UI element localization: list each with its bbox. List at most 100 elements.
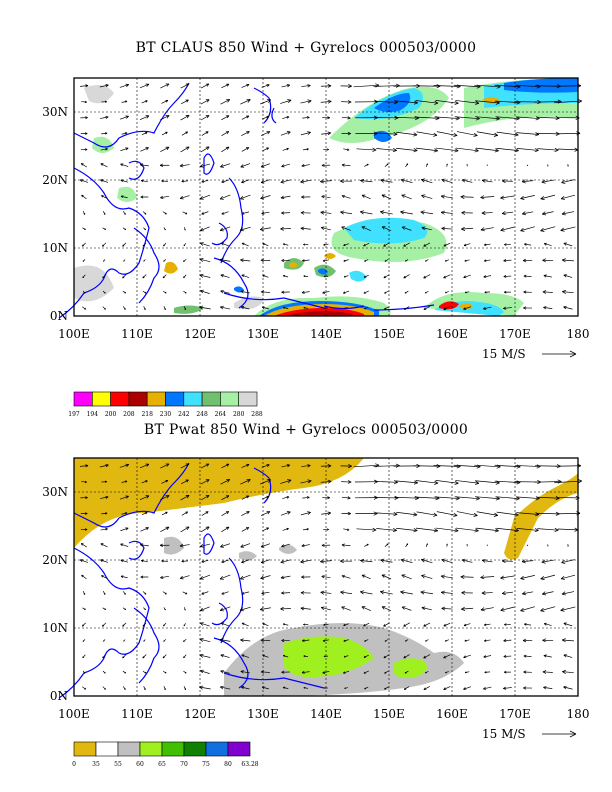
wind-vector [401, 226, 412, 231]
wind-vector-head [85, 464, 89, 468]
wind-vector-head [144, 228, 146, 231]
wind-vector-head [185, 592, 188, 595]
wind-vector-head [104, 307, 106, 310]
wind-vector [475, 147, 499, 152]
wind-vector [543, 655, 552, 658]
wind-vector-head [364, 687, 366, 690]
wind-vector-head [461, 558, 466, 563]
wind-vector-head [503, 686, 507, 690]
wind-vector [520, 606, 535, 612]
wind-vector-head [401, 606, 406, 610]
wind-vector [200, 606, 210, 611]
wind-vector-head [286, 147, 289, 151]
wind-vector [320, 211, 332, 214]
wind-vector-head [393, 100, 398, 105]
wind-vector [396, 511, 418, 516]
wind-vector [239, 226, 251, 231]
wind-vector [283, 655, 289, 658]
wind-vector [240, 543, 251, 548]
wind-vector-head [306, 496, 310, 499]
wind-vector-head [83, 672, 86, 674]
reference-vector-label: 15 M/S [482, 727, 526, 740]
wind-vector [81, 481, 87, 483]
legend-swatch [146, 391, 166, 407]
wind-vector-head [403, 655, 407, 659]
wind-vector [300, 559, 312, 563]
wind-vector-head [413, 148, 418, 153]
y-tick-label: 30N [42, 485, 68, 499]
wind-vector [562, 639, 574, 642]
wind-vector-head [320, 210, 325, 215]
wind-vector [482, 180, 493, 183]
wind-vector [454, 116, 480, 120]
wind-vector-head [327, 84, 332, 88]
wind-vector [524, 243, 532, 246]
wind-vector [554, 480, 582, 484]
legend-label: 80 [224, 761, 232, 768]
wind-vector [141, 480, 148, 484]
wind-vector [341, 496, 351, 499]
wind-vector [81, 194, 87, 200]
wind-vector-head [440, 574, 445, 579]
wind-vector [140, 164, 149, 167]
wind-vector-head [199, 227, 204, 232]
wind-vector [496, 527, 519, 531]
wind-vector-head [123, 640, 125, 642]
wind-vector-head [454, 148, 459, 153]
wind-vector [200, 526, 210, 533]
wind-vector-head [102, 640, 105, 642]
wind-vector [200, 463, 210, 469]
wind-vector [221, 83, 230, 89]
wind-vector [300, 480, 312, 484]
legend-label: 264 [215, 411, 227, 418]
wind-vector-head [300, 606, 305, 611]
wind-vector [383, 622, 390, 627]
wind-vector-head [380, 558, 385, 563]
wind-vector-head [125, 527, 129, 531]
wind-vector-head [484, 639, 487, 642]
x-tick-label: 130E [247, 327, 279, 341]
wind-vector-head [306, 528, 309, 531]
wind-vector-head [366, 543, 369, 546]
wind-vector [480, 227, 494, 231]
wind-vector [534, 101, 562, 103]
wind-vector [119, 464, 129, 468]
x-tick-label: 150E [373, 707, 405, 721]
wind-vector-head [324, 687, 326, 689]
wind-vector-head [241, 560, 245, 564]
wind-vector-head [306, 116, 310, 119]
wind-vector [463, 686, 472, 690]
wind-vector-head [302, 259, 305, 263]
wind-vector-head [281, 591, 285, 595]
wind-vector-head [102, 624, 105, 627]
wind-vector-head [219, 227, 224, 232]
wind-vector [441, 228, 453, 230]
wind-vector [455, 527, 479, 532]
wind-vector [455, 100, 479, 104]
wind-vector [356, 528, 377, 531]
wind-vector [240, 194, 251, 200]
wind-vector-head [165, 131, 168, 135]
wind-vector [340, 591, 353, 595]
wind-vector-head [433, 148, 438, 153]
wind-vector-head [281, 211, 285, 215]
wind-vector [480, 196, 495, 198]
wind-vector [260, 479, 271, 485]
wind-vector-head [266, 464, 270, 467]
wind-vector-head [303, 275, 306, 278]
wind-vector-head [481, 558, 486, 563]
wind-vector-head [543, 306, 547, 310]
wind-vector [201, 591, 209, 595]
wind-vector [201, 180, 209, 183]
wind-vector-head [84, 687, 87, 690]
wind-vector-head [199, 305, 204, 310]
wind-vector [461, 179, 473, 183]
wind-vector [496, 511, 519, 516]
wind-vector-head [82, 276, 85, 279]
wind-vector-head [165, 479, 169, 483]
wind-vector-head [79, 559, 83, 563]
legend-swatch [183, 391, 203, 407]
wind-vector [180, 463, 190, 469]
wind-vector [516, 132, 539, 135]
wind-vector [181, 99, 189, 105]
